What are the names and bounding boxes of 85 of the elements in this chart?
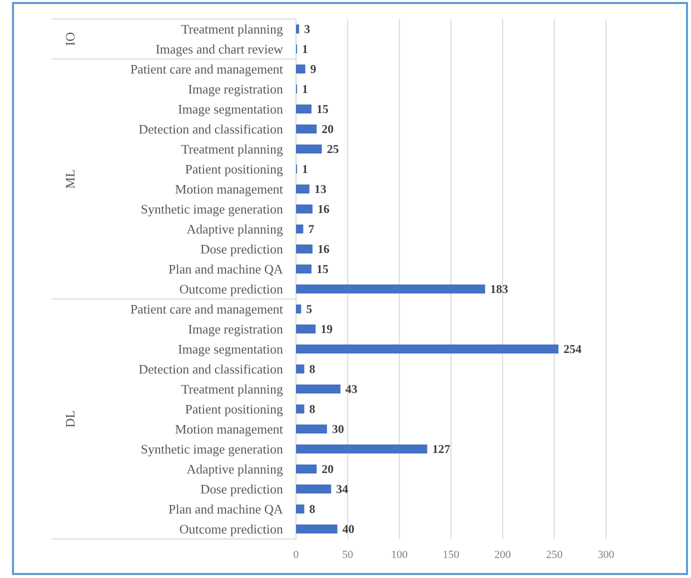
text: ML [62,169,78,189]
y-tick-label: Patient positioning [185,162,284,176]
bar [296,104,312,114]
bar [296,304,302,314]
y-tick-label: Patient care and management [130,302,284,316]
bar [296,404,304,414]
data-label: 8 [309,402,316,416]
bar [296,284,486,294]
y-tick-label: Image registration [188,82,284,96]
bar [296,424,327,434]
data-label: 254 [563,342,582,356]
y-tick-label: Synthetic image generation [140,442,284,456]
bar [296,444,428,454]
y-tick-label: Motion management [175,182,284,196]
bar [296,384,340,394]
data-label: 15 [316,102,328,116]
x-tick-label: 50 [342,549,354,561]
bar [296,124,317,134]
x-tick-label: 150 [442,549,460,561]
data-label: 5 [306,302,312,316]
y-tick-label: Treatment planning [181,22,284,36]
y-tick-label: Patient care and management [130,62,284,76]
y-tick-label: Adaptive planning [186,222,284,236]
bar [296,504,304,514]
bar [296,324,316,334]
y-tick-label: Adaptive planning [186,462,284,476]
bar [296,484,332,494]
bar [296,204,313,214]
y-tick-label: Detection and classification [138,122,284,136]
data-label: 1 [302,82,308,96]
y-tick-label: Plan and machine QA [168,502,284,516]
y-tick-label: Image segmentation [178,342,284,356]
bar [296,364,304,374]
x-tick-label: 200 [494,549,512,561]
y-tick-label: Treatment planning [181,382,284,396]
data-label: 16 [318,202,330,216]
data-label: 1 [302,162,308,176]
data-label: 30 [332,422,344,436]
data-label: 1 [302,42,308,56]
data-label: 34 [336,482,348,496]
bar [296,144,322,154]
data-label: 25 [326,142,339,156]
data-label: 9 [310,62,316,76]
y-tick-label: Synthetic image generation [140,202,284,216]
data-label: 13 [314,182,326,196]
text: DL [62,410,78,428]
bar [296,244,313,254]
x-tick-label: 250 [546,549,564,561]
y-tick-label: Image segmentation [178,102,284,116]
y-tick-label: Outcome prediction [179,282,284,296]
data-label: 183 [490,282,508,296]
y-tick-label: Images and chart review [156,42,284,56]
y-tick-label: Outcome prediction [179,522,284,536]
bar [296,64,306,74]
y-tick-label: Plan and machine QA [168,262,284,276]
bar [296,24,300,34]
y-tick-label: Treatment planning [181,142,284,156]
data-label: 20 [322,122,334,136]
data-label: 19 [320,322,333,336]
text: IO [62,32,78,46]
bar [296,464,317,474]
bar [296,224,304,234]
y-tick-label: Dose prediction [200,482,284,496]
x-tick-label: 300 [598,549,615,561]
bar [296,524,338,534]
y-tick-label: Image registration [188,322,284,336]
y-tick-label: Dose prediction [200,242,284,256]
data-label: 43 [345,382,358,396]
data-label: 7 [308,222,314,236]
y-tick-label: Motion management [175,422,284,436]
y-tick-label: Detection and classification [138,362,284,376]
data-label: 8 [309,502,316,516]
data-label: 40 [342,522,354,536]
bar [296,184,310,194]
data-label: 127 [432,442,450,456]
data-label: 20 [322,462,334,476]
bar [296,344,558,354]
x-tick-label: 0 [293,549,300,561]
data-label: 16 [318,242,330,256]
y-tick-label: Patient positioning [185,402,284,416]
data-label: 3 [304,22,310,36]
bar [296,264,312,274]
data-label: 15 [316,262,328,276]
data-label: 8 [309,362,316,376]
x-tick-label: 100 [391,549,408,561]
